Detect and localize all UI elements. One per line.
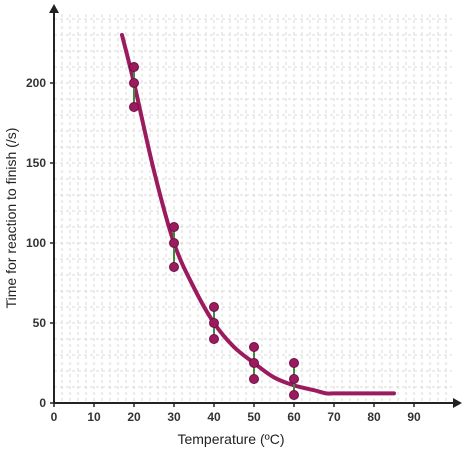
y-axis-title: Time for reaction to finish (/s)	[3, 128, 19, 309]
data-point-layer	[129, 62, 299, 400]
data-point	[169, 222, 179, 232]
trend-curve-layer	[120, 33, 396, 396]
data-point	[209, 334, 219, 344]
x-axis-title: Temperature (ºC)	[177, 431, 284, 447]
x-tick-labels: 0 10 20 30 40 50 60 70 80 90	[51, 403, 421, 424]
x-tick-label: 70	[327, 410, 341, 424]
axes	[49, 4, 462, 408]
y-tick-labels: 0 50 100 150 200	[26, 76, 54, 410]
y-tick-label: 0	[39, 396, 46, 410]
data-point	[209, 318, 219, 328]
data-point	[249, 374, 259, 384]
x-tick-label: 10	[87, 410, 101, 424]
data-point	[129, 102, 139, 112]
data-point	[249, 358, 259, 368]
x-tick-label: 80	[367, 410, 381, 424]
y-tick-label: 100	[26, 236, 46, 250]
data-point	[209, 302, 219, 312]
data-point	[169, 238, 179, 248]
x-tick-label: 40	[207, 410, 221, 424]
y-tick-label: 50	[33, 316, 47, 330]
x-tick-label: 60	[287, 410, 301, 424]
y-tick-label: 200	[26, 76, 46, 90]
trend-curve	[120, 33, 396, 396]
x-tick-label: 50	[247, 410, 261, 424]
x-tick-label: 30	[167, 410, 181, 424]
x-tick-label: 0	[51, 410, 58, 424]
grid-lines	[54, 14, 452, 403]
x-tick-label: 90	[407, 410, 421, 424]
x-tick-label: 20	[127, 410, 141, 424]
data-point	[249, 342, 259, 352]
data-point	[289, 358, 299, 368]
y-axis-arrowhead	[49, 4, 59, 13]
data-point	[129, 62, 139, 72]
data-point	[129, 78, 139, 88]
data-point	[169, 262, 179, 272]
x-axis-arrowhead	[453, 398, 462, 408]
data-point	[289, 390, 299, 400]
y-tick-label: 150	[26, 156, 46, 170]
data-point	[289, 374, 299, 384]
